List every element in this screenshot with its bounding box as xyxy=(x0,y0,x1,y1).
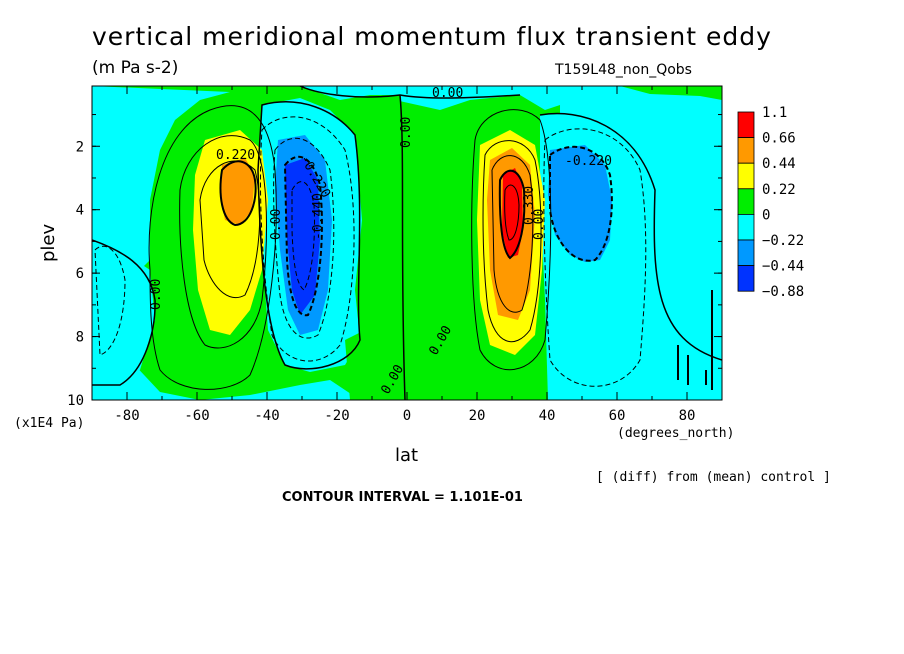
contour-nh-pos-outer xyxy=(471,109,552,371)
contour-label: -0.220 xyxy=(565,154,612,169)
colorbar-swatch xyxy=(737,239,755,267)
contour-sh-pos-outer xyxy=(148,105,277,390)
contour-label: 0.00 xyxy=(399,117,414,148)
x-tick-label: -40 xyxy=(254,408,279,424)
contour-nh-pos-in2 xyxy=(498,169,526,260)
y-tick-label: 6 xyxy=(76,266,84,282)
colorbar-swatch xyxy=(737,213,755,241)
y-tick-label: 2 xyxy=(76,139,84,155)
chart-units: (m Pa s-2) xyxy=(92,58,179,78)
contour-nh-neg-outer xyxy=(543,128,647,387)
field-cyan-sh-pole xyxy=(92,240,155,385)
contour-label: 0.00 xyxy=(532,209,547,240)
contour-label: 0.00 xyxy=(149,279,164,310)
field-blue-nh xyxy=(548,145,612,262)
contour-label: 0.00 xyxy=(432,86,463,101)
contour-label: 0.330 xyxy=(522,186,537,225)
colorbar: 1.1 0.66 0.44 0.22 0 −0.22 −0.44 −0.88 xyxy=(737,105,804,300)
contour-zero-sh-pole xyxy=(92,239,156,386)
colorbar-swatch xyxy=(737,188,755,215)
colorbar-label: 1.1 xyxy=(762,105,787,121)
y-axis-label: plev xyxy=(38,223,59,262)
colorbar-label: 0.22 xyxy=(762,182,796,198)
run-label: T159L48_non_Qobs xyxy=(555,62,692,78)
contour-nh-pos-in1 xyxy=(491,155,534,313)
x-tick-label: -80 xyxy=(114,408,139,424)
field-orange-sh xyxy=(220,158,255,225)
contour-sh-pole-neg xyxy=(94,245,126,356)
contour-sh-pos-inner xyxy=(199,160,261,298)
x-tick-label: 40 xyxy=(539,408,556,424)
contour-sh-pos-mid xyxy=(179,135,267,349)
colorbar-label: 0.66 xyxy=(762,131,796,147)
contour-sh-pos-core xyxy=(219,160,257,227)
colorbar-label: 0 xyxy=(762,207,770,223)
y-axis: 2 4 6 8 10 xyxy=(67,114,722,409)
diff-note: [ (diff) from (mean) control ] xyxy=(596,470,831,485)
colorbar-swatch xyxy=(737,137,755,164)
y-tick-label: 10 xyxy=(67,393,84,409)
contour-interval: CONTOUR INTERVAL = 1.101E-01 xyxy=(282,490,523,505)
contour-nh-pos-in3 xyxy=(504,184,520,241)
contour-zero-nh xyxy=(539,112,722,361)
contour-sh-neg-in1 xyxy=(283,155,323,317)
contour-label: -0.440 xyxy=(311,193,326,240)
contour-nh-neg-mid xyxy=(549,145,613,262)
field-deepblue-sh xyxy=(285,158,320,315)
contour-sh-neg-outer xyxy=(259,116,355,362)
contour-zero-eq xyxy=(399,94,406,400)
y-tick-label: 4 xyxy=(76,203,84,219)
contour-nh-pos-mid xyxy=(482,140,542,343)
colorbar-label: −0.22 xyxy=(762,233,804,249)
colorbar-swatch xyxy=(737,162,755,190)
x-tick-label: -20 xyxy=(324,408,349,424)
contour-fields xyxy=(92,86,722,400)
x-tick-label: -60 xyxy=(184,408,209,424)
contour-label: 0.00 xyxy=(269,209,284,240)
chart-title: vertical meridional momentum flux transi… xyxy=(92,22,772,51)
colorbar-swatch xyxy=(737,265,755,292)
colorbar-label: −0.88 xyxy=(762,284,804,300)
contour-label: 0.220 xyxy=(216,148,255,163)
y-tick-label: 8 xyxy=(76,330,84,346)
x-tick-label: 0 xyxy=(403,408,411,424)
x-units-label: (degrees_north) xyxy=(617,426,735,441)
contour-zero-top xyxy=(299,86,521,99)
x-tick-label: 20 xyxy=(469,408,486,424)
y-units-label: (x1E4 Pa) xyxy=(14,416,85,431)
x-axis-label: lat xyxy=(395,445,419,466)
x-axis: -80 -60 -40 -20 0 20 40 60 80 xyxy=(91,86,723,424)
x-tick-label: 60 xyxy=(609,408,626,424)
x-tick-label: 80 xyxy=(679,408,696,424)
contour-zero-sh-mid xyxy=(257,101,361,370)
contour-sh-neg-mid xyxy=(273,137,335,339)
colorbar-swatch xyxy=(737,111,755,139)
colorbar-label: 0.44 xyxy=(762,156,796,172)
contour-sh-neg-core xyxy=(291,181,315,291)
field-green-top-right xyxy=(620,86,722,100)
colorbar-label: −0.44 xyxy=(762,259,804,275)
field-green-tongue xyxy=(345,330,395,400)
